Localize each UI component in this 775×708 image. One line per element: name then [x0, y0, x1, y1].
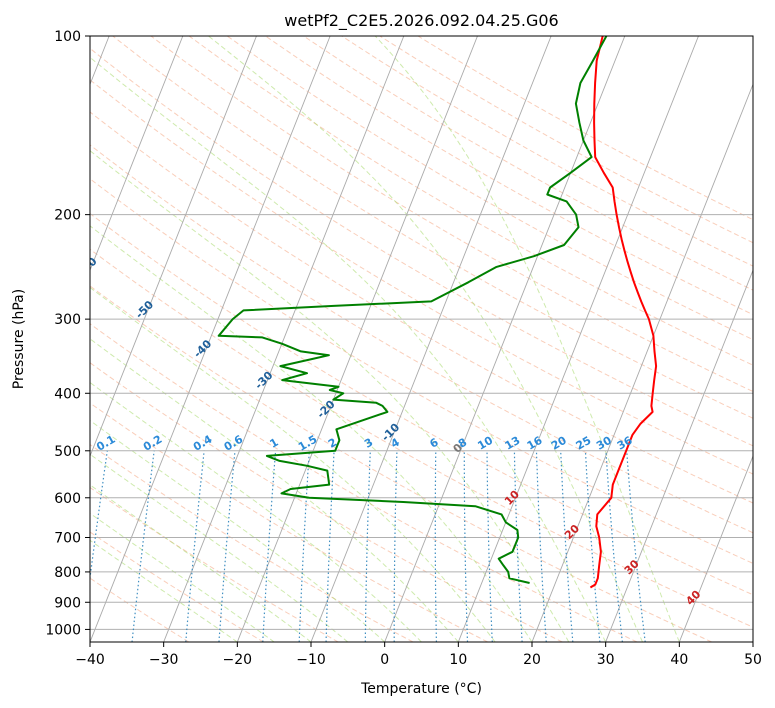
dry-adiabat	[90, 178, 753, 564]
series-layer	[217, 36, 658, 589]
dry-adiabat	[90, 486, 339, 642]
moist-adiabat	[90, 56, 607, 642]
mixing-ratio-line	[218, 450, 236, 642]
y-tick-label: 900	[54, 595, 81, 611]
mixing-ratio-line	[535, 450, 547, 642]
moist-adiabat	[90, 484, 312, 642]
x-tick-label: 0	[380, 652, 389, 668]
dry-adiabat	[90, 362, 563, 642]
moist-adiabat	[208, 36, 643, 642]
isotherm	[678, 454, 753, 642]
isotherm	[531, 83, 753, 642]
moist-adiabat	[90, 338, 459, 642]
mixing-ratio-line	[626, 450, 646, 642]
dry-adiabat	[90, 47, 753, 447]
isotherm	[90, 36, 257, 458]
y-axis-label: Pressure (hPa)	[11, 289, 27, 389]
mixing-ratio-line	[262, 450, 277, 642]
mixing-ratio-line	[605, 450, 623, 642]
x-tick-label: −40	[75, 652, 105, 668]
moist-adiabat	[90, 419, 386, 642]
isotherm	[457, 36, 699, 642]
dry-adiabat	[265, 36, 753, 316]
x-tick-label: 10	[449, 652, 467, 668]
moist-adiabat	[90, 539, 238, 642]
moist-adiabat	[90, 286, 496, 642]
plot-area: -100-90-80-70-60-50-40-30-20-10010203040…	[76, 36, 753, 642]
moist-adiabat	[90, 381, 422, 642]
isotherm	[90, 36, 184, 272]
y-tick-label: 600	[54, 491, 81, 507]
mixing-ratio-line	[90, 450, 108, 583]
y-tick-label: 300	[54, 312, 81, 328]
isotherm-label: -60	[76, 255, 99, 278]
x-tick-label: 50	[744, 652, 762, 668]
dry-adiabat	[90, 212, 753, 596]
dry-adiabat	[90, 323, 638, 642]
dry-adiabat	[90, 248, 753, 628]
dry-adiabat	[90, 285, 712, 642]
y-tick-label: 400	[54, 386, 81, 402]
dry-adiabat	[90, 79, 753, 475]
x-axis-label: Temperature (°C)	[360, 681, 482, 697]
dry-adiabat	[90, 144, 753, 534]
background-lines	[90, 36, 753, 642]
y-tick-label: 100	[54, 29, 81, 45]
dry-adiabat	[90, 531, 264, 642]
mixing-ratio-line	[131, 450, 155, 642]
dry-adiabat	[303, 36, 753, 291]
dry-adiabat	[90, 402, 488, 642]
x-tick-label: −20	[223, 652, 253, 668]
x-tick-label: 20	[523, 652, 541, 668]
y-axis: 100 200 300 400 500 600 700 800 900 1000	[45, 29, 90, 638]
x-axis: −40 −30 −20 −10 0 10 20 30 40 50	[75, 642, 762, 668]
mixing-ratio-line	[584, 450, 601, 642]
y-tick-label: 800	[54, 565, 81, 581]
y-tick-label: 700	[54, 531, 81, 547]
isotherm	[384, 36, 626, 642]
plot-frame	[89, 35, 754, 643]
chart-title: wetPf2_C2E5.2026.092.04.25.G06	[284, 11, 558, 31]
isotherm	[90, 36, 331, 642]
series-line-1	[217, 36, 608, 584]
y-tick-label: 1000	[45, 622, 81, 638]
series-line-0	[589, 36, 658, 589]
moist-adiabat	[90, 225, 533, 642]
x-tick-label: 40	[670, 652, 688, 668]
moist-adiabat	[90, 150, 570, 642]
dry-adiabat	[90, 111, 753, 504]
mixing-ratio-line	[513, 450, 523, 642]
moist-adiabat	[90, 512, 275, 642]
isotherm	[236, 36, 478, 642]
isotherm	[163, 36, 405, 642]
isotherm	[310, 36, 552, 642]
isotherm	[605, 268, 753, 642]
mixing-ratio-line	[185, 450, 205, 642]
mixing-ratio-line	[298, 450, 310, 642]
dry-adiabat	[188, 36, 753, 366]
y-tick-label: 200	[54, 208, 81, 224]
mixing-ratio-line	[560, 450, 574, 642]
y-tick-label: 500	[54, 444, 81, 460]
x-tick-label: 30	[597, 652, 615, 668]
moist-adiabat	[90, 453, 349, 642]
x-tick-label: −30	[149, 652, 179, 668]
x-tick-label: −10	[296, 652, 326, 668]
